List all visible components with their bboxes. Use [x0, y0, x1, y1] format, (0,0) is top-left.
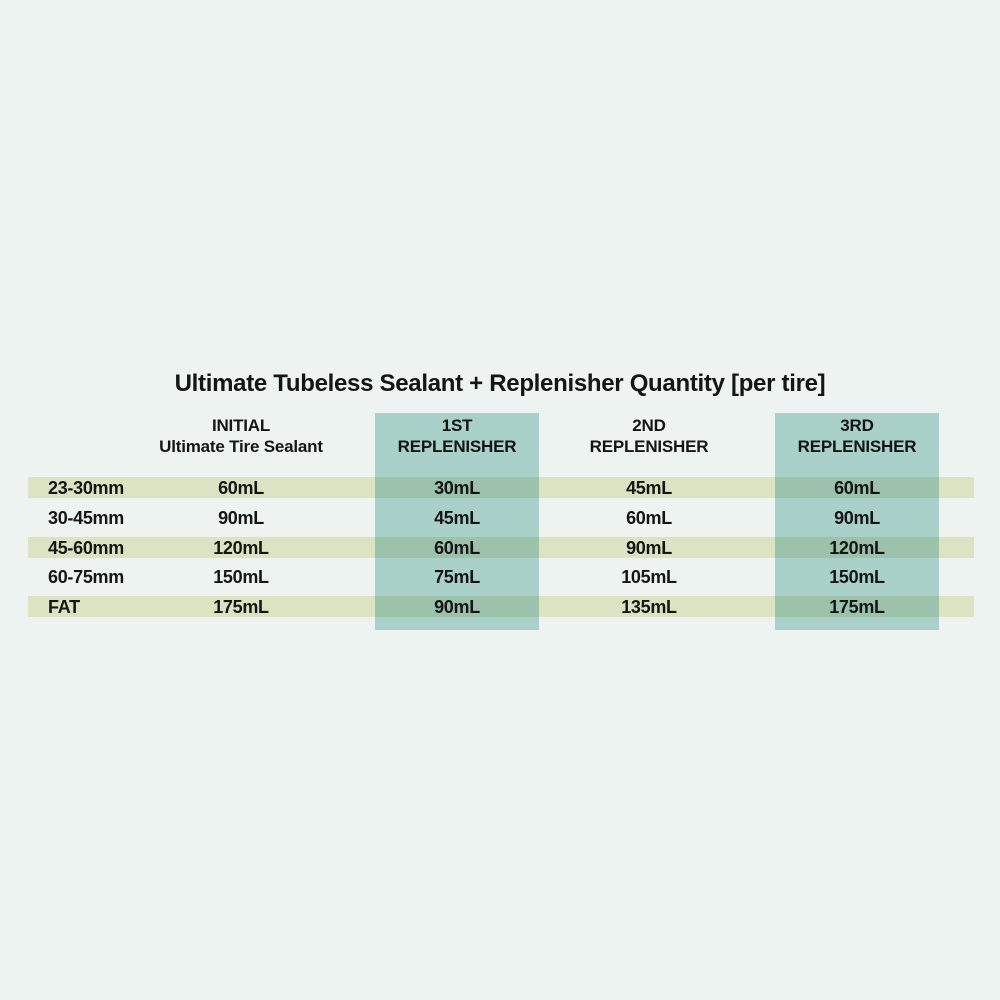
cell-initial: 150mL	[213, 567, 269, 588]
row-label: 60-75mm	[48, 567, 124, 588]
cell-3rd-replenisher: 150mL	[829, 567, 885, 588]
column-header-line1: INITIAL	[211, 416, 271, 435]
table-header: INITIAL Ultimate Tire Sealant 1ST REPLEN…	[0, 415, 1000, 459]
column-header-initial: INITIAL Ultimate Tire Sealant	[131, 415, 351, 457]
row-label: 45-60mm	[48, 537, 124, 558]
table-row: 60-75mm 150mL 75mL 105mL 150mL	[28, 566, 974, 587]
stripe-band-overlap	[375, 477, 539, 498]
table-row: 30-45mm 90mL 45mL 60mL 90mL	[28, 507, 974, 528]
cell-initial: 60mL	[218, 478, 264, 498]
column-header-3rd-replenisher: 3RD REPLENISHER	[747, 415, 967, 457]
table-row: 45-60mm 120mL 60mL 90mL 120mL	[28, 537, 974, 558]
chart-title: Ultimate Tubeless Sealant + Replenisher …	[174, 370, 826, 397]
cell-3rd-replenisher: 60mL	[834, 478, 880, 498]
table-row: 23-30mm 60mL 30mL 45mL 60mL	[28, 477, 974, 498]
cell-3rd-replenisher: 90mL	[834, 507, 880, 528]
row-label: FAT	[48, 597, 80, 617]
cell-2nd-replenisher: 135mL	[621, 597, 677, 617]
cell-2nd-replenisher: 105mL	[621, 567, 677, 588]
cell-1st-replenisher: 90mL	[434, 597, 480, 617]
cell-initial: 90mL	[218, 507, 264, 528]
column-header-line1: 3RD	[840, 416, 874, 435]
row-stripe-fat	[28, 596, 974, 617]
cell-3rd-replenisher: 175mL	[829, 597, 885, 617]
stripe-band-overlap	[775, 536, 939, 558]
cell-2nd-replenisher: 60mL	[626, 507, 672, 528]
column-header-line1: 1ST	[441, 416, 473, 435]
row-label: 30-45mm	[48, 507, 124, 528]
cell-1st-replenisher: 60mL	[434, 537, 480, 558]
row-label: 23-30mm	[48, 478, 124, 498]
row-stripe-23-30mm	[28, 477, 974, 498]
highlight-band-1st-replenisher	[375, 413, 539, 630]
column-header-line2: REPLENISHER	[397, 437, 517, 456]
highlight-band-3rd-replenisher	[775, 413, 939, 630]
cell-initial: 120mL	[213, 537, 269, 558]
column-header-line2: REPLENISHER	[797, 437, 917, 456]
cell-1st-replenisher: 45mL	[434, 507, 480, 528]
column-header-2nd-replenisher: 2ND REPLENISHER	[539, 415, 759, 457]
cell-initial: 175mL	[213, 597, 269, 617]
column-header-1st-replenisher: 1ST REPLENISHER	[347, 415, 567, 457]
row-stripe-45-60mm	[28, 536, 974, 558]
column-header-line2: Ultimate Tire Sealant	[159, 437, 323, 456]
column-header-line1: 2ND	[632, 416, 666, 435]
stripe-band-overlap	[775, 596, 939, 617]
cell-2nd-replenisher: 90mL	[626, 537, 672, 558]
column-header-line2: REPLENISHER	[589, 437, 709, 456]
stripe-band-overlap	[775, 477, 939, 498]
cell-2nd-replenisher: 45mL	[626, 478, 672, 498]
stripe-band-overlap	[375, 596, 539, 617]
table-row: FAT 175mL 90mL 135mL 175mL	[28, 596, 974, 617]
cell-3rd-replenisher: 120mL	[829, 537, 885, 558]
stripe-band-overlap	[375, 536, 539, 558]
cell-1st-replenisher: 30mL	[434, 478, 480, 498]
cell-1st-replenisher: 75mL	[434, 567, 480, 588]
